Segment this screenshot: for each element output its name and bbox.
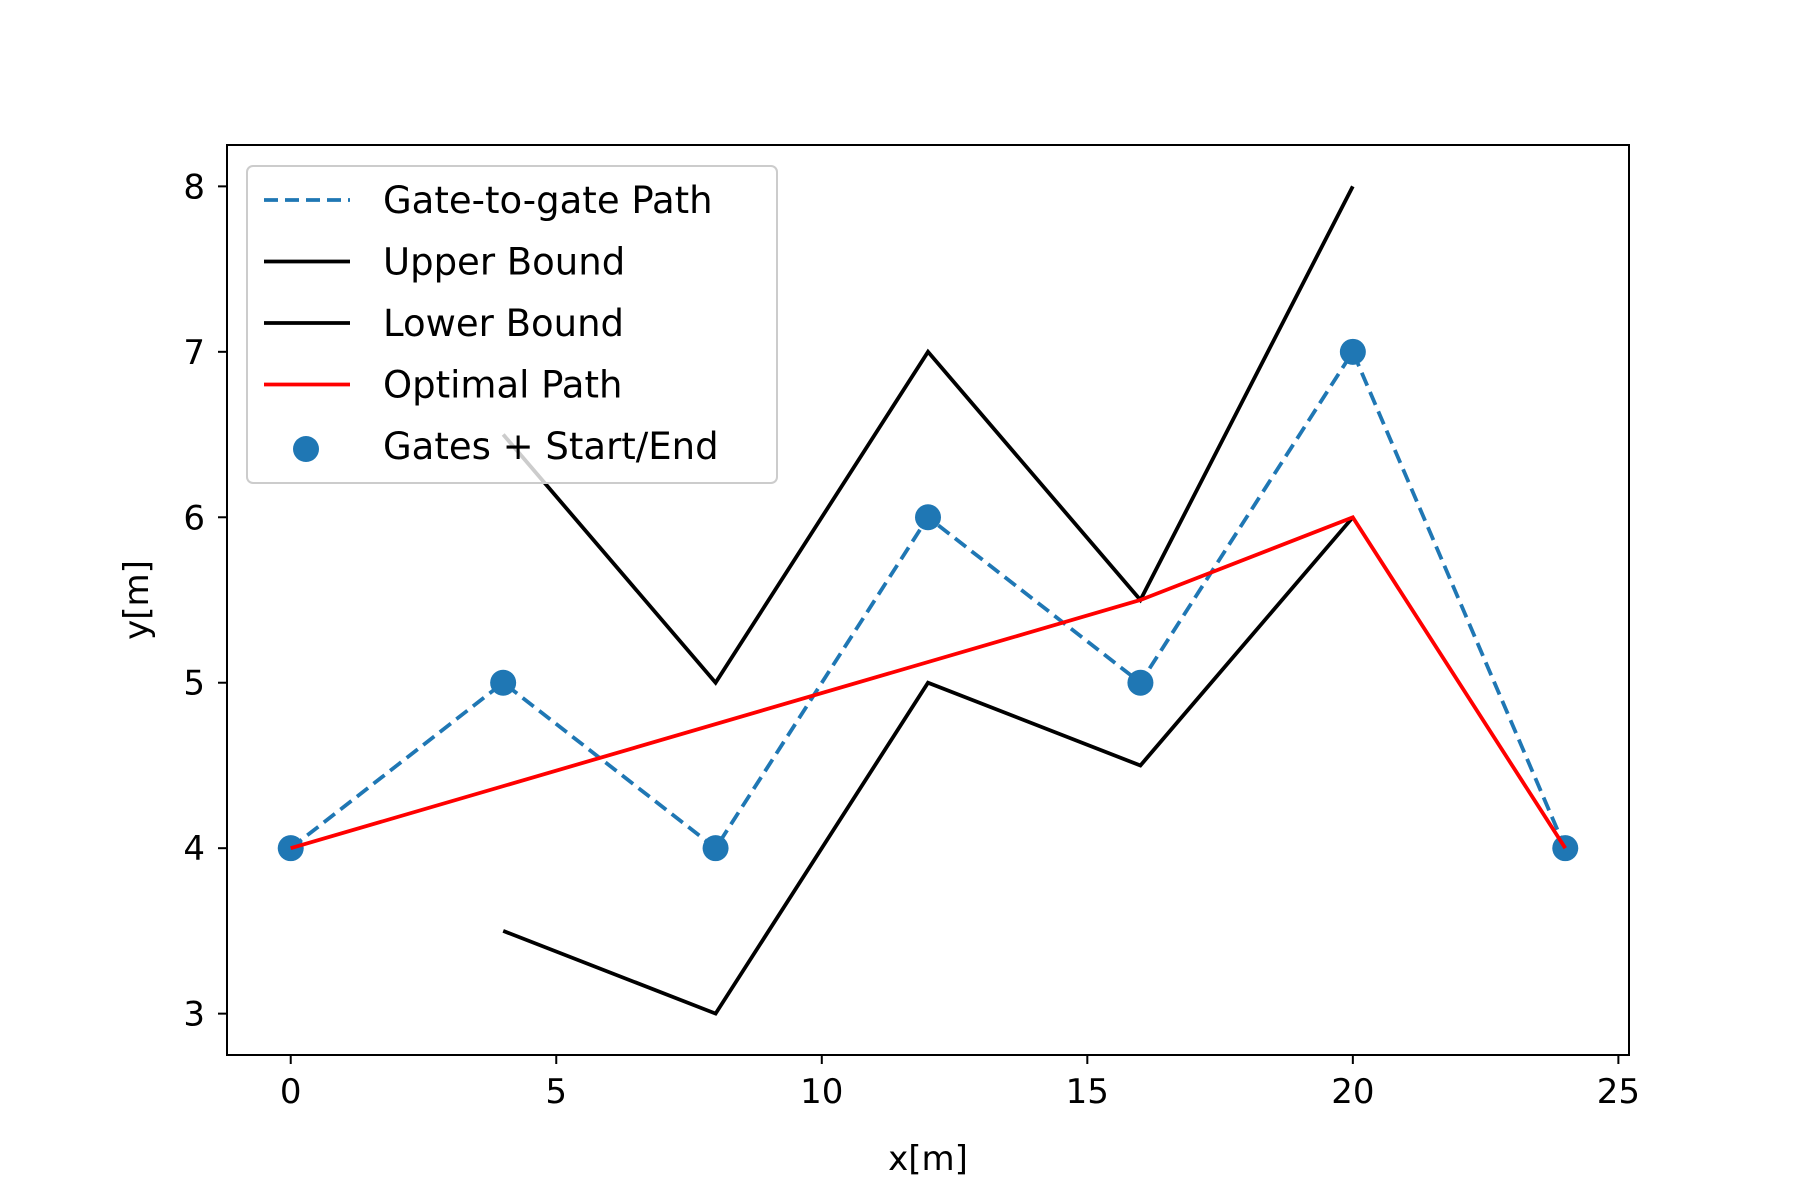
- x-tick-label: 15: [1066, 1072, 1109, 1112]
- legend-gate-to-gate-path-label: Gate-to-gate Path: [383, 179, 713, 222]
- upper-bound-line: [501, 185, 1355, 686]
- lower-bound-line: [502, 516, 1355, 1016]
- gates-start-end-point: [702, 835, 729, 862]
- y-tick-label: 7: [183, 333, 205, 373]
- gates-start-end-point: [490, 669, 517, 696]
- y-axis-ticks: 3 4 5 6 7 8: [183, 167, 227, 1035]
- legend-gates-start-end-swatch: [293, 436, 319, 462]
- gates-start-end-point: [1339, 338, 1366, 365]
- x-tick-label: 0: [280, 1072, 302, 1112]
- x-tick-label: 20: [1331, 1072, 1374, 1112]
- legend-lower-bound-label: Lower Bound: [383, 302, 624, 345]
- y-tick-label: 5: [183, 664, 205, 704]
- y-tick-label: 6: [183, 498, 205, 538]
- plot-frame: [226, 144, 1630, 1056]
- plot-marks: [277, 185, 1579, 1016]
- x-axis-label: x[m]: [888, 1139, 968, 1179]
- y-tick-label: 3: [183, 995, 205, 1035]
- legend-gates-start-end-label: Gates + Start/End: [383, 425, 719, 468]
- y-tick-label: 8: [183, 167, 205, 207]
- legend-upper-bound-label: Upper Bound: [383, 241, 625, 284]
- legend: Gate-to-gate Path Upper Bound Lower Bound O…: [246, 165, 778, 484]
- gates-start-end-point: [1127, 669, 1154, 696]
- gates-start-end-point: [915, 504, 941, 531]
- y-axis-label: y[m]: [117, 560, 157, 640]
- x-tick-label: 5: [545, 1072, 567, 1112]
- y-tick-label: 4: [183, 829, 205, 869]
- legend-optimal-path-label: Optimal Path: [383, 364, 622, 407]
- x-tick-label: 10: [800, 1072, 843, 1112]
- legend-frame: [246, 165, 778, 484]
- optimal-path-line: [290, 514, 1567, 851]
- x-tick-label: 25: [1597, 1072, 1640, 1112]
- x-axis-ticks: 0 5 10 15 20 25: [280, 1055, 1640, 1112]
